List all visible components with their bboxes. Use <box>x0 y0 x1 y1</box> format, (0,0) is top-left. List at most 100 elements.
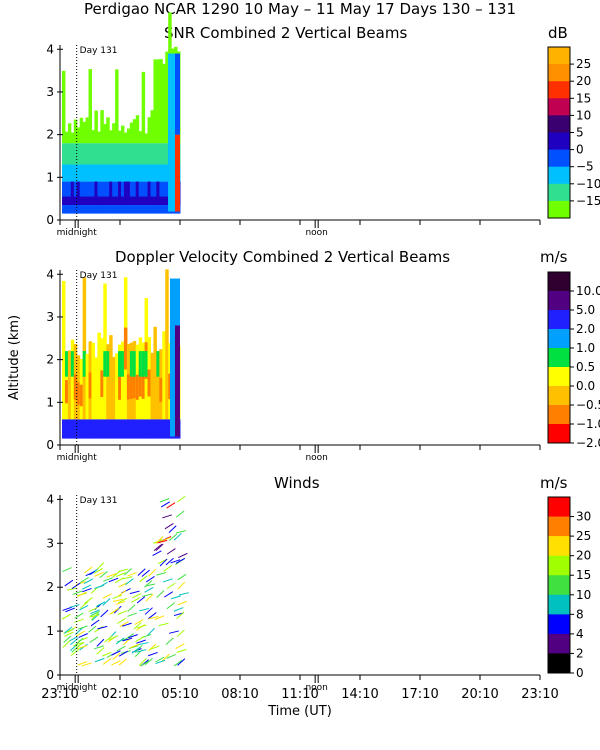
snr-cell <box>123 143 128 165</box>
snr-cell <box>64 196 69 206</box>
snr-cell <box>97 181 101 197</box>
day-marker-label: Day 131 <box>80 271 118 281</box>
snr-cell <box>97 143 101 165</box>
velocity-cell <box>73 374 78 400</box>
snr-cell <box>91 181 95 197</box>
wind-barb <box>176 648 187 653</box>
snr-cell <box>67 164 72 182</box>
snr-cell <box>76 127 81 144</box>
colorbar-segment <box>548 115 570 133</box>
snr-cell <box>138 196 143 206</box>
snr-cell <box>150 110 154 144</box>
snr-cell <box>129 143 134 165</box>
wind-barb <box>166 602 176 610</box>
snr-cell <box>100 164 104 182</box>
snr-cell <box>73 205 78 214</box>
wind-barb <box>125 578 134 586</box>
snr-cell <box>147 164 151 182</box>
colorbar-label: 2 <box>576 646 584 660</box>
velocity-cell <box>129 419 134 439</box>
velocity-cell <box>150 419 154 439</box>
snr-cell <box>73 181 78 197</box>
wind-barb <box>147 627 155 636</box>
velocity-cell <box>132 419 137 439</box>
snr-cell <box>112 196 116 206</box>
velocity-cell <box>118 374 122 400</box>
velocity-cell <box>70 351 75 377</box>
snr-cell <box>67 123 72 144</box>
wind-barb <box>84 597 93 604</box>
snr-cell <box>118 164 122 182</box>
colorbar-segment <box>548 614 570 635</box>
snr-cell <box>165 51 169 144</box>
velocity-cell <box>97 419 101 439</box>
wind-barb <box>158 622 169 627</box>
x-tick-label: 14:10 <box>341 687 378 702</box>
colorbar-segment <box>548 575 570 596</box>
velocity-cell <box>82 419 87 439</box>
snr-cell <box>121 164 125 182</box>
wind-barb <box>148 643 157 652</box>
velocity-cell <box>165 419 169 439</box>
snr-cell <box>94 143 98 165</box>
snr-cell <box>150 181 154 197</box>
wind-barb <box>166 502 176 509</box>
wind-barb <box>64 631 74 637</box>
snr-cell <box>88 69 92 144</box>
velocity-cell <box>64 351 69 377</box>
noon-label: noon <box>305 453 327 463</box>
snr-cell <box>103 181 107 197</box>
snr-cell <box>79 205 84 214</box>
wind-barb <box>175 530 186 534</box>
snr-cell <box>162 196 166 206</box>
snr-cell <box>162 63 166 144</box>
snr-cell <box>82 164 87 182</box>
wind-barb <box>139 575 148 583</box>
velocity-colorbar-unit: m/s <box>540 248 568 266</box>
snr-cell <box>165 205 169 214</box>
wind-barb <box>118 582 128 588</box>
velocity-cell <box>156 353 160 420</box>
wind-barb <box>170 595 181 600</box>
snr-cell <box>162 181 166 197</box>
snr-cell <box>159 196 163 206</box>
wind-barb <box>178 592 189 596</box>
velocity-cell <box>85 419 90 439</box>
snr-cell <box>141 196 146 206</box>
wind-barb <box>103 577 113 582</box>
wind-barb <box>89 614 100 618</box>
wind-barb <box>94 657 105 663</box>
y-tick-label: 2 <box>46 353 54 367</box>
wind-barb <box>112 652 121 661</box>
wind-barb <box>94 626 104 633</box>
wind-barb <box>148 615 159 620</box>
colorbar-label: 25 <box>576 57 591 71</box>
snr-cell <box>62 164 66 182</box>
wind-barb <box>100 609 109 618</box>
velocity-cell <box>64 380 69 404</box>
wind-barb <box>116 572 126 578</box>
wind-barb <box>153 543 163 551</box>
colorbar-label: 0.0 <box>576 379 595 393</box>
colorbar-label: 25 <box>576 529 591 543</box>
wind-barb <box>93 567 103 574</box>
wind-barb <box>134 645 143 653</box>
snr-cell <box>135 115 140 144</box>
wind-barb <box>68 636 78 642</box>
wind-barb <box>175 510 185 518</box>
snr-cell <box>88 143 92 165</box>
colorbar-segment <box>548 98 570 116</box>
snr-cell <box>175 134 180 212</box>
snr-cell <box>82 181 87 197</box>
snr-cell <box>147 205 151 214</box>
wind-barb <box>178 552 188 558</box>
noon-label: noon <box>305 228 327 238</box>
snr-cell <box>115 205 119 214</box>
colorbar-label: 5 <box>576 126 584 140</box>
snr-cell <box>73 196 78 206</box>
wind-barb <box>90 619 100 627</box>
snr-cell <box>79 196 84 206</box>
snr-cell <box>141 143 146 165</box>
wind-barb <box>118 597 128 604</box>
colorbar-segment <box>548 367 570 387</box>
